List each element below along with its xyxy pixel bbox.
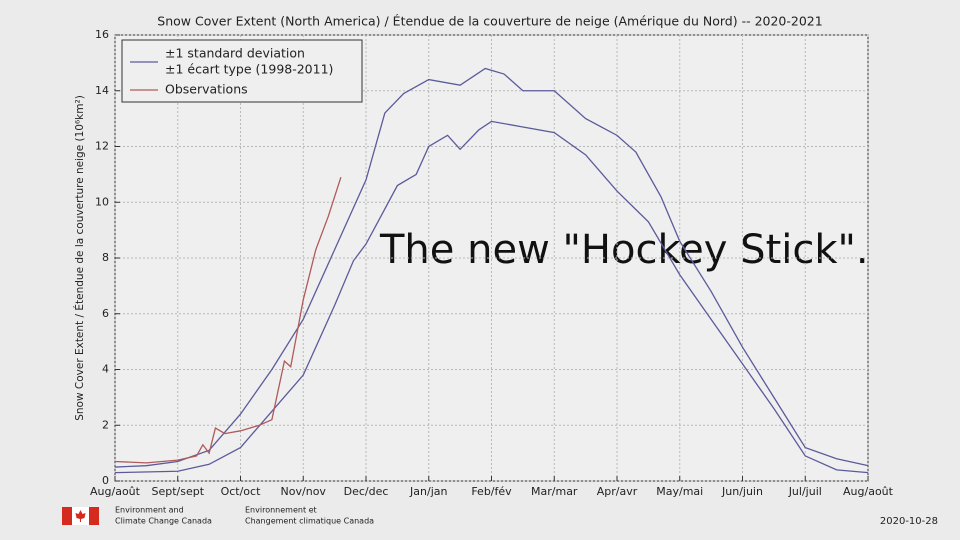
y-tick-label: 6	[102, 307, 109, 320]
footer-date: 2020-10-28	[880, 516, 938, 527]
annotation: The new "Hockey Stick".	[379, 227, 869, 273]
y-tick-label: 2	[102, 418, 109, 431]
footer-english: Environment and	[115, 506, 184, 515]
logo	[62, 507, 99, 525]
series-line	[114, 120, 869, 474]
footer-french: Environnement et	[245, 506, 317, 515]
legend-label: ±1 standard deviation	[165, 46, 305, 61]
x-tick-label: Oct/oct	[221, 485, 262, 498]
x-tick-label: Aug/août	[90, 485, 141, 498]
x-tick-label: Jul/juil	[788, 485, 822, 498]
y-tick-label: 0	[102, 474, 109, 487]
x-tick-label: May/mai	[656, 485, 703, 498]
series-line	[114, 176, 342, 464]
y-tick-label: 14	[95, 84, 109, 97]
y-axis-label: Snow Cover Extent / Étendue de la couver…	[73, 95, 86, 421]
legend-label: Observations	[165, 82, 248, 97]
x-tick-label: Jan/jan	[409, 485, 447, 498]
x-tick-label: Dec/dec	[344, 485, 389, 498]
y-tick-label: 4	[102, 363, 109, 376]
x-tick-label: Nov/nov	[281, 485, 327, 498]
x-tick-label: Feb/fév	[471, 485, 512, 498]
legend-label: ±1 écart type (1998-2011)	[165, 62, 333, 77]
x-tick-label: Jun/juin	[721, 485, 763, 498]
chart-title: Snow Cover Extent (North America) / Éten…	[157, 14, 822, 29]
x-tick-label: Apr/avr	[597, 485, 638, 498]
x-tick-label: Sept/sept	[151, 485, 204, 498]
y-tick-label: 12	[95, 140, 109, 153]
footer-french: Changement climatique Canada	[245, 517, 374, 526]
x-tick-label: Aug/août	[843, 485, 894, 498]
legend-box	[121, 39, 363, 103]
footer-english: Climate Change Canada	[115, 517, 212, 526]
y-tick-label: 16	[95, 28, 109, 41]
x-tick-label: Mar/mar	[531, 485, 578, 498]
series-line	[114, 67, 869, 468]
y-tick-label: 10	[95, 195, 109, 208]
y-tick-label: 8	[102, 251, 109, 264]
